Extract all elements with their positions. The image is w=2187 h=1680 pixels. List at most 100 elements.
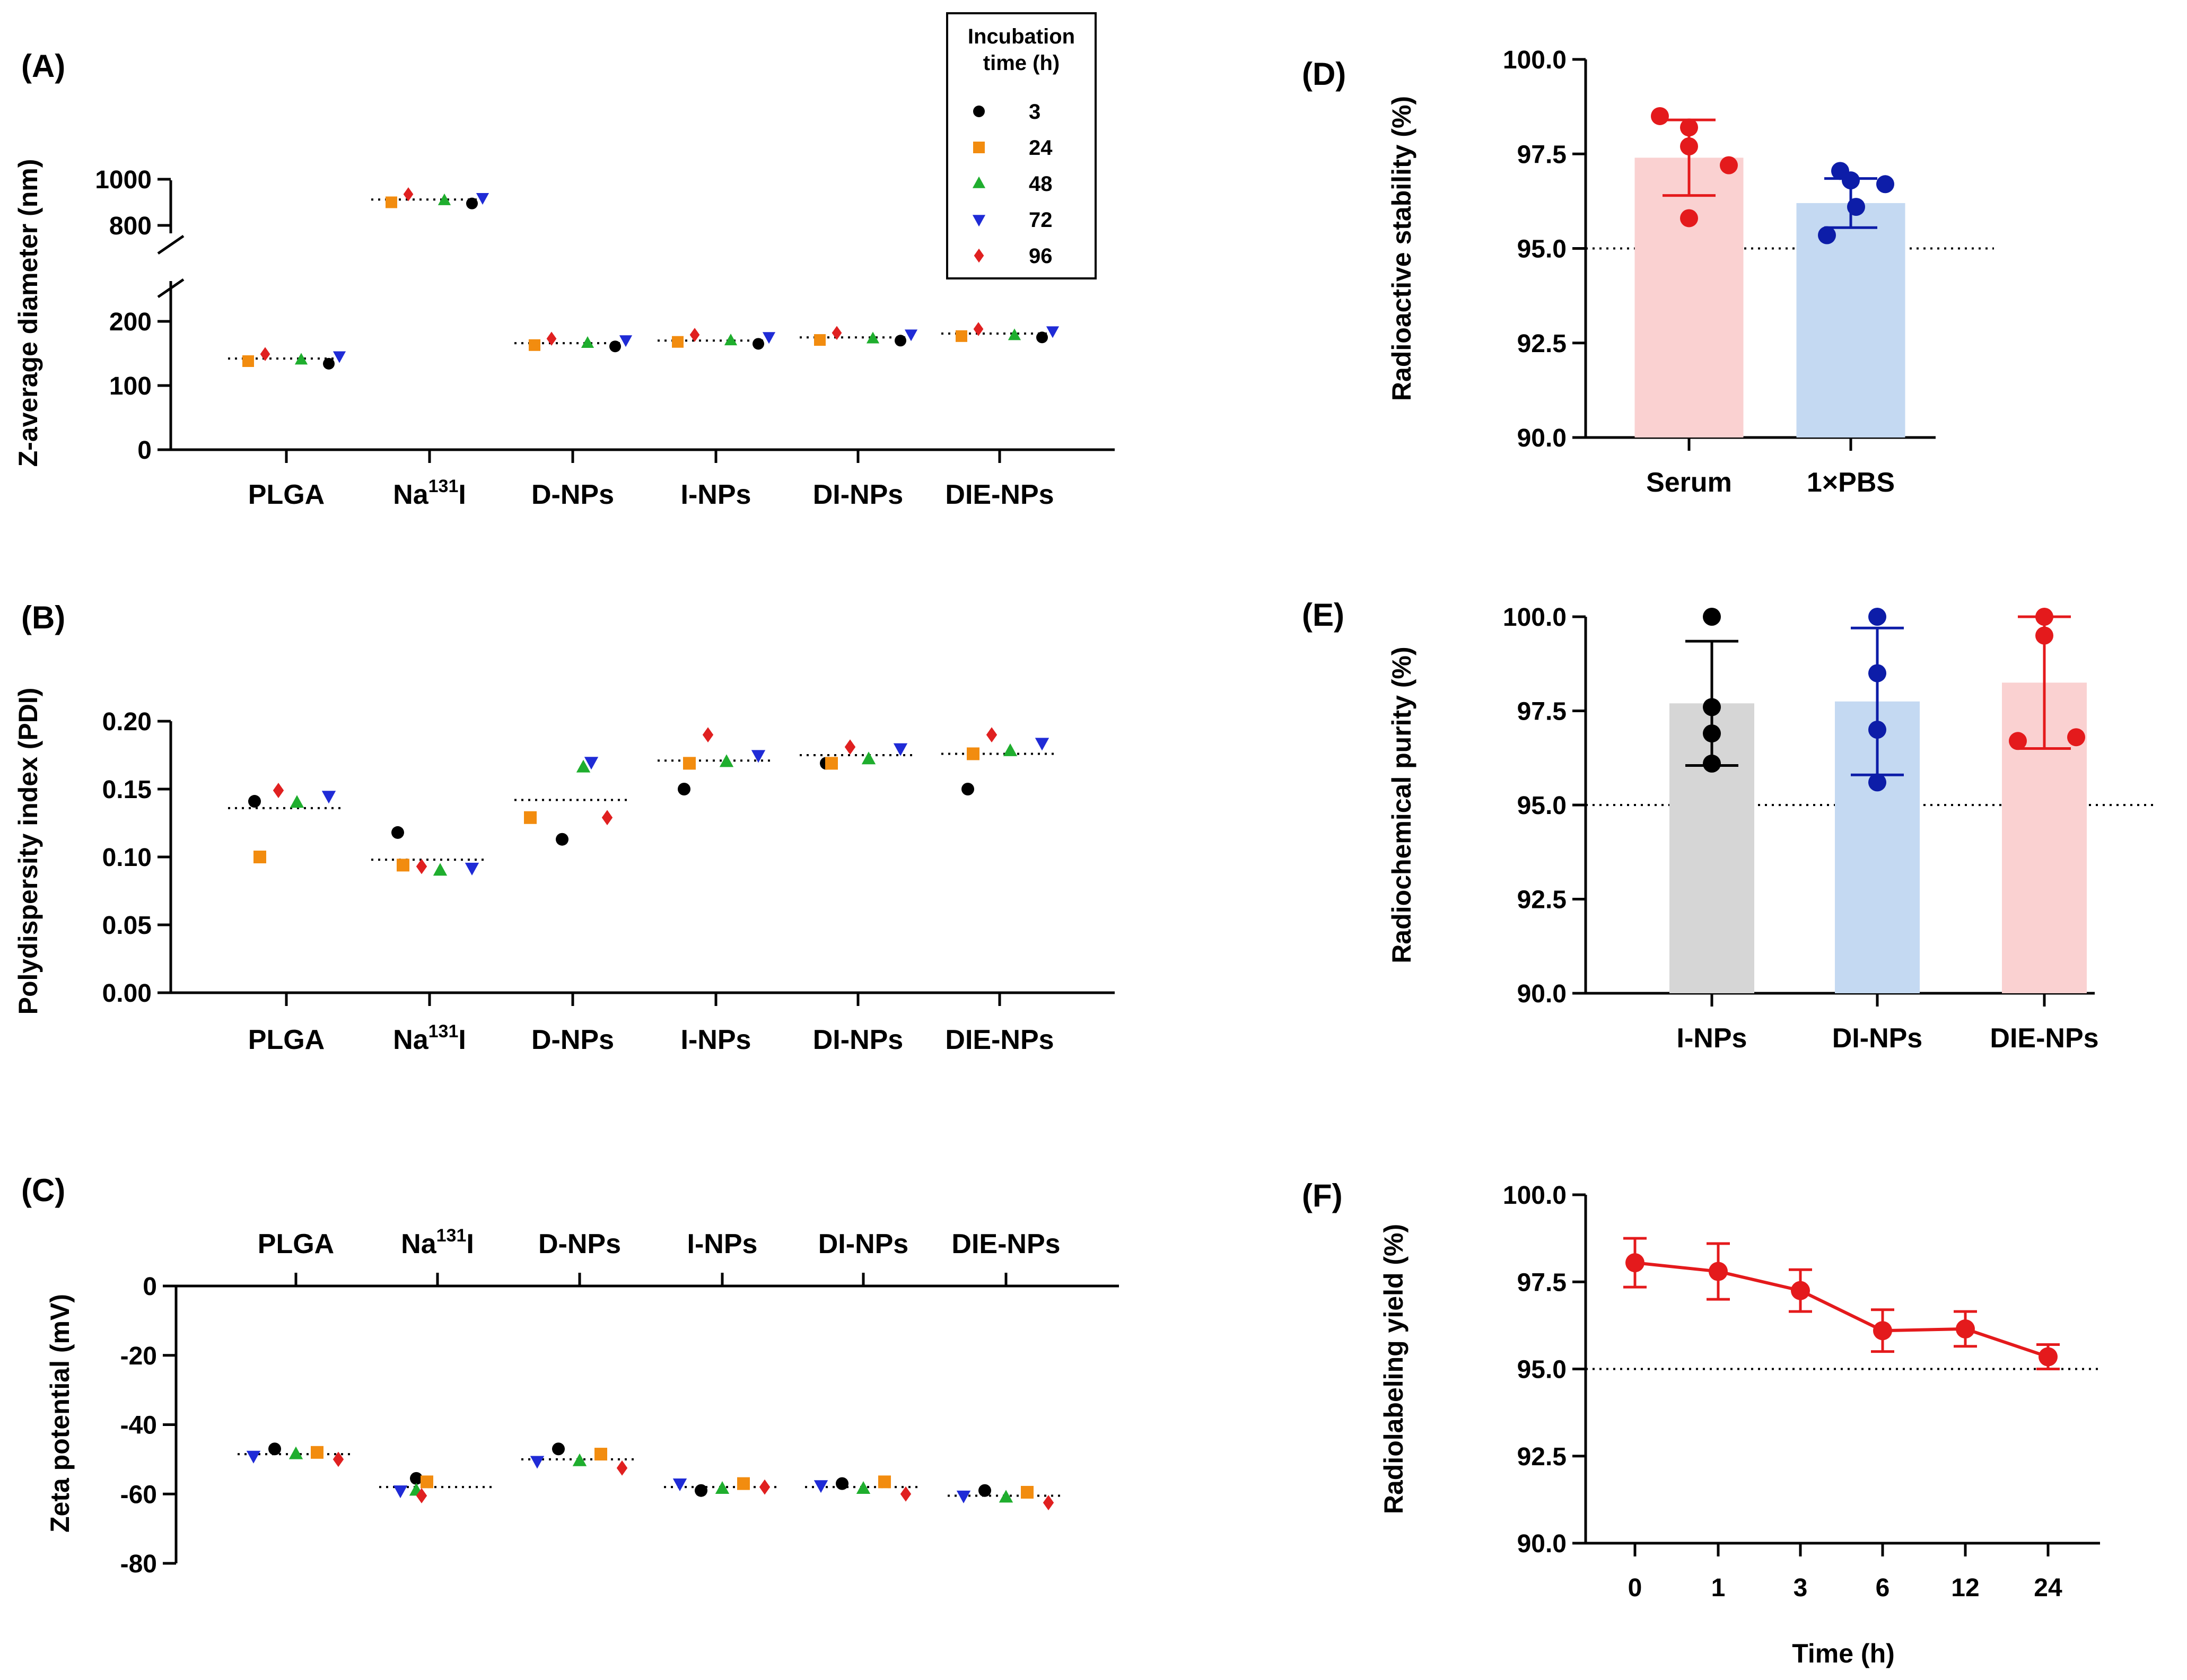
y-axis-title: Radiolabeling yield (%) [1379, 1224, 1409, 1514]
panel-d: (D) 90.0 92.5 95.0 97.5 100.0 Radioactive stab… [1302, 46, 1994, 498]
y-tick-label: 100.0 [1503, 46, 1567, 74]
data-point [1703, 698, 1721, 716]
panel-label: (F) [1302, 1178, 1343, 1213]
data-point [1956, 1319, 1975, 1338]
panel-a: (A) 0 100 200 800 1000 Z-average diameter (nm)… [13, 48, 1115, 510]
category-label: I-NPs [1677, 1023, 1747, 1054]
data-point [601, 810, 613, 826]
data-point [529, 339, 540, 351]
y-axis-title: Zeta potential (mV) [45, 1294, 75, 1533]
y-tick-label: 0.20 [102, 708, 152, 736]
data-point [465, 862, 479, 876]
data-point [2035, 626, 2053, 645]
data-point [2067, 728, 2085, 747]
category-label-base: PLGA [258, 1229, 334, 1259]
data-point [433, 863, 448, 876]
data-point [967, 747, 979, 760]
data-point [1043, 1495, 1054, 1510]
y-tick-label: 90.0 [1517, 980, 1567, 1008]
panel-c: (C) 0 -20 -40 -60 -80 Zeta potential (mV) PLGA N… [21, 1172, 1119, 1578]
data-point [333, 1451, 344, 1467]
data-point [715, 1481, 730, 1494]
category-label: Na131I [393, 1021, 466, 1055]
data-point [1680, 137, 1698, 155]
category-label-sup: 131 [436, 1226, 467, 1246]
data-point [678, 783, 690, 795]
y-tick-label: 95.0 [1517, 792, 1567, 820]
y-tick-label: 0.05 [102, 912, 152, 940]
data-point [273, 783, 284, 798]
x-tick-label: 3 [1794, 1574, 1808, 1602]
legend-marker [972, 215, 986, 227]
y-tick-label: 90.0 [1517, 1530, 1567, 1558]
y-tick-label: -80 [120, 1550, 157, 1578]
category-label-after: I [466, 1229, 474, 1259]
category-label-base: D-NPs [538, 1229, 621, 1259]
panel-label: (A) [21, 48, 65, 84]
data-point [530, 1456, 545, 1469]
data-point [581, 336, 594, 348]
data-point [466, 197, 478, 209]
category-label: DIE-NPs [951, 1229, 1060, 1259]
data-point [695, 1484, 707, 1497]
panel-b: (B) 0.00 0.05 0.10 0.15 0.20 Polydispersity in… [13, 600, 1115, 1055]
data-point [594, 1448, 607, 1461]
data-point [242, 355, 254, 368]
data-point [421, 1475, 433, 1489]
data-point [2035, 608, 2053, 626]
category-label-after: I [458, 1025, 466, 1055]
data-point [1703, 754, 1721, 773]
category-label-base: D-NPs [531, 479, 614, 510]
x-tick-label: 1 [1711, 1574, 1726, 1602]
category-label: DI-NPs [1832, 1023, 1922, 1054]
data-point [1625, 1253, 1644, 1273]
data-point [762, 332, 776, 344]
data-point [1008, 328, 1021, 340]
category-label: DIE-NPs [945, 1025, 1054, 1055]
category-label: DIE-NPs [1990, 1023, 2098, 1054]
data-point [1791, 1281, 1810, 1300]
data-point [986, 727, 998, 742]
data-point [410, 1472, 423, 1485]
data-point [683, 757, 696, 770]
legend: Incubation time (h) 3 24 48 72 96 [946, 12, 1097, 279]
data-point [321, 791, 336, 804]
category-label: Na131I [393, 476, 466, 510]
y-tick-label: 1000 [95, 166, 152, 194]
data-point [1036, 331, 1048, 344]
data-point [900, 1486, 912, 1502]
data-point [616, 1460, 628, 1476]
y-tick-label: 0 [137, 436, 152, 465]
data-point [556, 833, 568, 846]
category-label-base: I-NPs [687, 1229, 758, 1259]
data-point [895, 335, 906, 347]
y-tick-label: 0 [143, 1273, 157, 1301]
data-point [576, 759, 591, 773]
data-point [961, 783, 974, 795]
y-axis-title: Radiochemical purity (%) [1387, 646, 1416, 963]
legend-marker [973, 106, 985, 117]
data-point [546, 331, 557, 346]
legend-label: 72 [1029, 208, 1053, 232]
category-label-sup: 131 [428, 476, 459, 496]
bar [1634, 158, 1744, 438]
data-point [753, 338, 764, 350]
y-axis-title: Z-average diameter (nm) [13, 159, 43, 467]
category-label: D-NPs [531, 1025, 614, 1055]
category-label: I-NPs [681, 1025, 751, 1055]
data-point [904, 329, 918, 342]
data-point [956, 1490, 971, 1503]
category-label: 1×PBS [1807, 467, 1895, 498]
category-label: DI-NPs [813, 479, 903, 510]
category-label: Na131I [401, 1226, 474, 1259]
data-point [1703, 724, 1721, 743]
category-label-base: DIE-NPs [945, 1025, 1054, 1055]
y-tick-label: 97.5 [1517, 698, 1567, 726]
data-point [878, 1475, 891, 1489]
y-tick-label: 92.5 [1517, 1443, 1567, 1471]
data-point [572, 1453, 587, 1466]
data-point [246, 1450, 261, 1464]
data-point [288, 1446, 303, 1459]
category-label: PLGA [258, 1229, 334, 1259]
